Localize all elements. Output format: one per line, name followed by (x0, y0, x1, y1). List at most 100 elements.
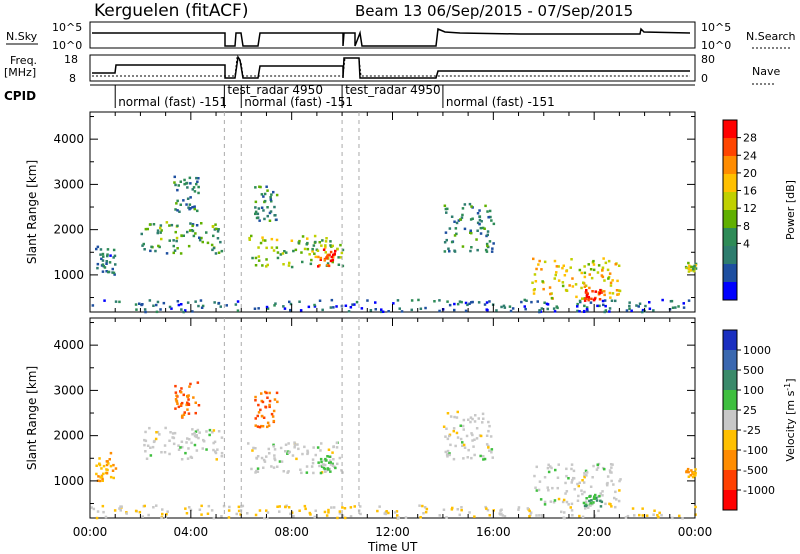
echo-cell (191, 206, 194, 209)
echo-cell (303, 504, 307, 508)
echo-cell (214, 451, 218, 455)
echo-cell (227, 516, 231, 519)
echo-cell (335, 305, 338, 308)
echo-cell (266, 511, 270, 514)
echo-cell (584, 503, 588, 506)
sky-left-tick-bottom: 10^0 (52, 39, 82, 52)
echo-cell (603, 290, 606, 293)
echo-cell (687, 299, 691, 302)
echo-cell (583, 472, 586, 475)
echo-cell (575, 295, 578, 299)
echo-cell (264, 390, 267, 394)
echo-cell (313, 303, 316, 307)
echo-cell (283, 250, 286, 253)
echo-cell (331, 464, 335, 467)
echo-cell (174, 391, 178, 394)
echo-cell (99, 248, 103, 251)
echo-cell (186, 301, 190, 304)
echo-cell (584, 284, 588, 287)
sky-right-label: N.Search (746, 30, 796, 43)
echo-cell (168, 239, 171, 242)
echo-cell (592, 497, 596, 500)
echo-cell (269, 210, 273, 213)
echo-cell (644, 304, 647, 308)
echo-cell (476, 221, 480, 225)
echo-cell (112, 271, 116, 275)
echo-cell (324, 251, 327, 254)
echo-cell (463, 227, 467, 231)
echo-cell (316, 249, 320, 252)
echo-cell (581, 479, 584, 482)
echo-cell (140, 232, 143, 236)
echo-cell (175, 394, 178, 397)
echo-cell (160, 516, 163, 520)
echo-cell (339, 243, 342, 247)
echo-cell (236, 309, 240, 312)
echo-cell (144, 430, 147, 434)
echo-cell (168, 305, 172, 309)
echo-cell (258, 425, 262, 429)
echo-cell (188, 506, 191, 509)
echo-cell (287, 442, 290, 445)
echo-cell (614, 505, 617, 509)
echo-cell (463, 446, 467, 449)
echo-cell (332, 306, 335, 309)
echo-cell (597, 509, 600, 513)
echo-cell (105, 260, 108, 263)
echo-cell (526, 507, 530, 510)
echo-cell (589, 485, 593, 488)
echo-cell (193, 190, 197, 193)
echo-cell (490, 219, 493, 222)
echo-cell (570, 463, 574, 466)
echo-cell (564, 481, 567, 485)
echo-cell (557, 265, 560, 268)
echo-cell (347, 310, 351, 313)
echo-cell (590, 297, 593, 301)
echo-cell (454, 444, 457, 448)
echo-cell (528, 515, 531, 518)
echo-cell (331, 451, 334, 454)
echo-cell (449, 443, 452, 447)
echo-cell (470, 246, 473, 249)
echo-cell (584, 507, 587, 510)
echo-cell (547, 463, 550, 467)
echo-cell (460, 508, 463, 512)
echo-cell (112, 248, 116, 252)
echo-cell (175, 202, 178, 205)
echo-cell (189, 508, 193, 512)
echo-cell (585, 306, 589, 309)
freq-right-tick-top: 80 (701, 53, 715, 66)
echo-cell (184, 451, 187, 455)
echo-cell (177, 444, 180, 447)
echo-cell (453, 249, 456, 252)
echo-cell (397, 516, 400, 519)
echo-cell (185, 441, 188, 444)
echo-cell (98, 479, 102, 483)
echo-cell (313, 234, 317, 238)
echo-cell (444, 435, 447, 438)
echo-cell (179, 404, 183, 407)
echo-cell (310, 465, 314, 468)
echo-cell (172, 251, 175, 255)
echo-cell (274, 302, 277, 305)
echo-cell (657, 515, 660, 519)
echo-cell (598, 292, 601, 295)
echo-cell (236, 300, 240, 303)
echo-cell (206, 241, 210, 245)
echo-cell (485, 308, 488, 311)
echo-cell (174, 407, 177, 410)
echo-cell (565, 289, 569, 292)
echo-cell (529, 511, 533, 514)
echo-cell (591, 290, 594, 293)
echo-cell (615, 498, 618, 501)
echo-cell (461, 444, 464, 447)
echo-cell (278, 460, 282, 463)
echo-cell (176, 188, 179, 192)
echo-cell (216, 230, 220, 233)
echo-cell (489, 435, 493, 438)
echo-cell (213, 228, 217, 231)
echo-cell (604, 502, 607, 506)
echo-cell (685, 266, 688, 270)
echo-cell (594, 493, 597, 497)
echo-cell (550, 296, 554, 300)
